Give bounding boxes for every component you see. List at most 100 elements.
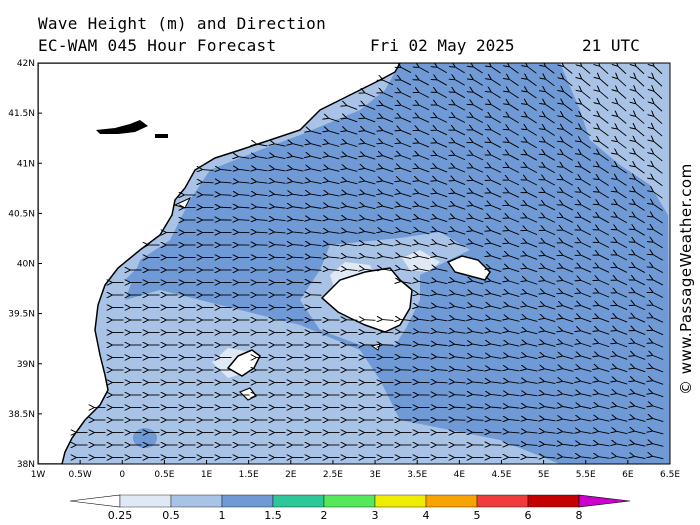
wave-arrow bbox=[599, 205, 609, 211]
wave-arrow bbox=[275, 156, 286, 159]
wave-arrow bbox=[365, 219, 376, 222]
wave-arrow bbox=[617, 381, 628, 385]
wave-arrow bbox=[653, 444, 664, 447]
wave-arrow bbox=[509, 331, 520, 335]
wave-arrow bbox=[347, 269, 358, 270]
wave-arrow bbox=[437, 357, 448, 358]
wave-arrow bbox=[545, 432, 556, 433]
wave-arrow bbox=[527, 193, 538, 198]
wave-arrow bbox=[617, 192, 627, 199]
wave-arrow bbox=[311, 232, 322, 233]
wave-arrow bbox=[275, 144, 286, 147]
wave-arrow bbox=[527, 394, 538, 396]
legend-swatch bbox=[119, 494, 172, 508]
wave-arrow bbox=[509, 205, 520, 211]
wave-arrow bbox=[653, 293, 664, 298]
wave-arrow bbox=[329, 207, 340, 209]
wave-arrow bbox=[635, 393, 646, 398]
wave-arrow bbox=[365, 194, 376, 197]
wave-arrow bbox=[563, 142, 573, 149]
wave-arrow bbox=[347, 194, 358, 197]
wave-arrow bbox=[617, 444, 628, 447]
wave-height-legend: 0.25 0.5 1 1.5 2 3 4 5 6 8 bbox=[69, 494, 631, 522]
wave-arrow bbox=[617, 268, 628, 273]
legend-swatch bbox=[374, 494, 427, 508]
wave-arrow bbox=[383, 345, 394, 346]
wave-arrow bbox=[293, 257, 304, 258]
wave-arrow bbox=[581, 154, 591, 161]
wave-arrow bbox=[401, 168, 412, 173]
wave-arrow bbox=[545, 318, 556, 323]
wave-arrow bbox=[437, 269, 448, 272]
wave-direction-arrows bbox=[77, 66, 664, 458]
wave-arrow bbox=[293, 194, 304, 196]
wave-arrow bbox=[600, 91, 609, 99]
wave-arrow bbox=[473, 420, 484, 421]
wave-arrow bbox=[473, 117, 484, 124]
wave-arrow bbox=[473, 357, 484, 359]
wave-arrow bbox=[473, 243, 484, 248]
wave-arrow bbox=[239, 195, 250, 196]
lon-tick-label: 1W bbox=[31, 470, 46, 480]
wave-arrow bbox=[491, 369, 502, 371]
wave-arrow bbox=[437, 105, 448, 111]
wave-arrow bbox=[635, 456, 646, 460]
wave-arrow bbox=[473, 344, 484, 346]
wave-arrow bbox=[528, 79, 537, 87]
wave-arrow bbox=[581, 217, 592, 223]
wave-arrow bbox=[545, 407, 556, 409]
legend-label: 4 bbox=[423, 509, 430, 522]
wave-arrow bbox=[401, 332, 412, 333]
wave-arrow bbox=[239, 157, 250, 159]
wave-arrow bbox=[599, 293, 610, 298]
wave-arrow bbox=[563, 306, 574, 310]
wave-arrow bbox=[473, 319, 484, 322]
wave-arrow bbox=[545, 306, 556, 310]
wave-arrow bbox=[510, 67, 519, 74]
wave-arrow bbox=[654, 179, 663, 187]
wave-arrow bbox=[491, 105, 501, 111]
wave-arrow bbox=[401, 67, 412, 73]
wave-arrow bbox=[491, 420, 502, 421]
wave-arrow bbox=[581, 432, 592, 434]
wave-arrow bbox=[311, 194, 322, 197]
wave-arrow bbox=[437, 344, 448, 345]
wave-arrow bbox=[473, 193, 484, 198]
wave-arrow bbox=[653, 406, 664, 410]
wave-arrow bbox=[383, 231, 394, 235]
wave-arrow bbox=[437, 244, 448, 247]
wave-arrow bbox=[347, 181, 358, 185]
mainland-islet-2 bbox=[155, 134, 168, 138]
wave-arrow bbox=[599, 192, 609, 199]
wave-arrow bbox=[509, 344, 520, 347]
wave-arrow bbox=[401, 219, 412, 222]
wave-arrow bbox=[545, 255, 556, 260]
wave-arrow bbox=[365, 269, 376, 270]
wave-arrow bbox=[635, 343, 646, 348]
wave-arrow bbox=[491, 117, 501, 124]
wave-arrow bbox=[455, 281, 466, 285]
wave-arrow bbox=[347, 156, 358, 160]
wave-arrow bbox=[509, 180, 520, 186]
wave-arrow bbox=[617, 356, 628, 360]
wave-arrow bbox=[347, 232, 358, 234]
wave-arrow bbox=[419, 181, 430, 185]
wave-arrow bbox=[419, 130, 430, 136]
wave-arrow bbox=[653, 355, 664, 360]
lat-tick-label: 39N bbox=[17, 360, 35, 370]
wave-arrow bbox=[257, 169, 268, 171]
wave-arrow bbox=[527, 331, 538, 335]
wave-arrow bbox=[329, 244, 340, 245]
wave-arrow bbox=[401, 269, 412, 272]
wave-arrow bbox=[618, 91, 627, 99]
wave-arrow bbox=[618, 66, 627, 75]
wave-arrow bbox=[383, 244, 394, 247]
wave-arrow bbox=[635, 318, 646, 323]
wave-arrow bbox=[455, 92, 466, 99]
wave-arrow bbox=[563, 268, 574, 273]
wave-arrow bbox=[437, 370, 448, 371]
wave-arrow bbox=[563, 192, 574, 199]
wave-arrow bbox=[636, 91, 645, 100]
wave-arrow bbox=[473, 105, 484, 111]
wave-arrow bbox=[347, 219, 358, 222]
